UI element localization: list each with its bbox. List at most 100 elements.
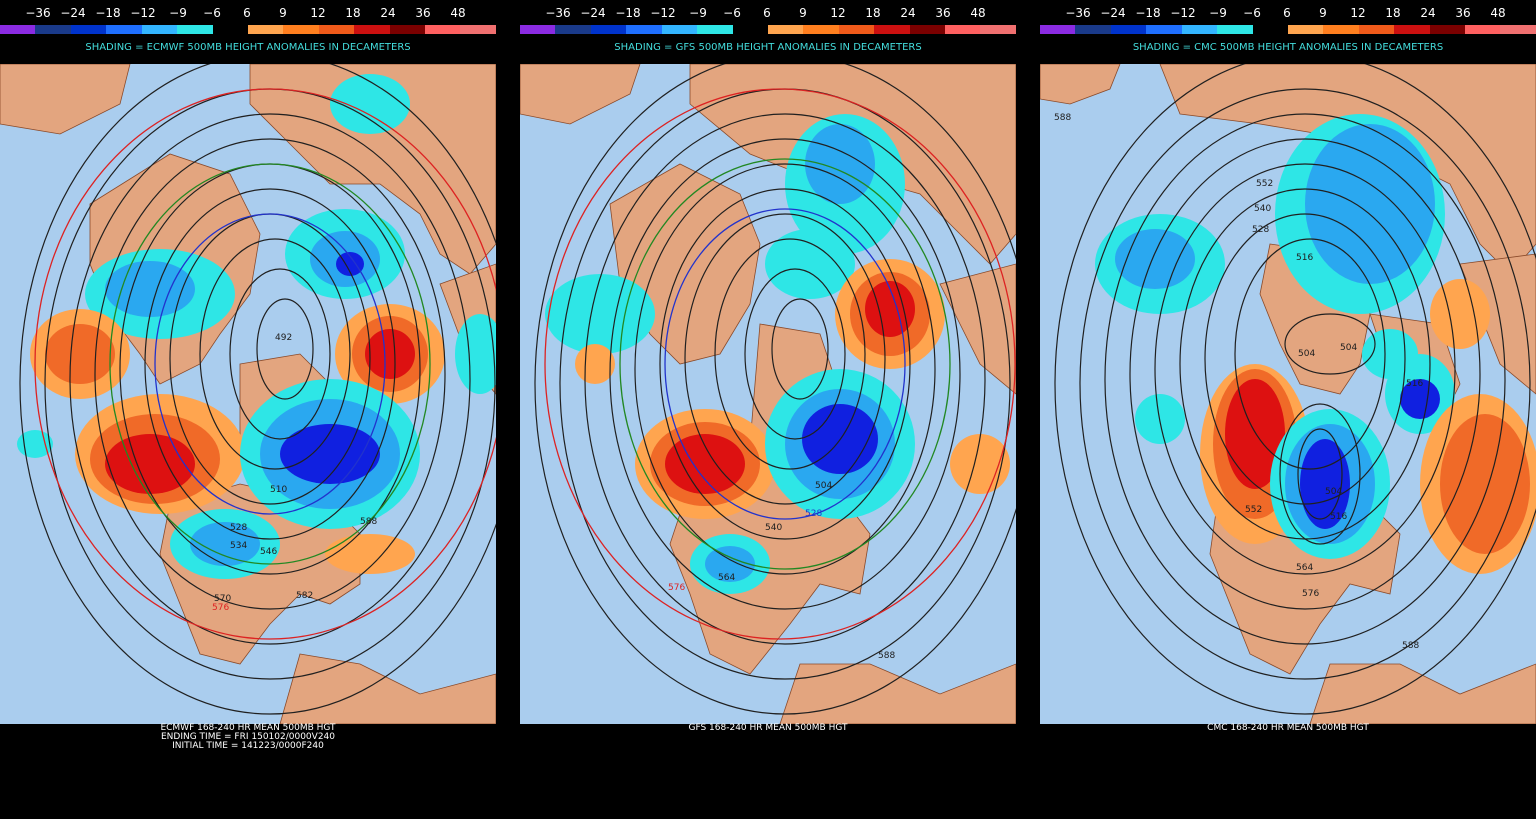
map-ecmwf: 492 510 528 534 546 570 576 582 588	[0, 64, 496, 724]
legend-swatch	[0, 25, 36, 34]
contour-label: 510	[270, 485, 287, 495]
legend-label: 9	[1319, 6, 1327, 20]
contour-label: 504	[815, 481, 832, 491]
legend-swatch	[106, 25, 142, 34]
legend-label: −12	[650, 6, 676, 20]
contour-label: 576	[212, 603, 229, 613]
key-contours	[34, 88, 496, 640]
legend-label: 9	[279, 6, 287, 20]
legend-swatch	[1252, 25, 1288, 34]
legend-label: 9	[799, 6, 807, 20]
legend-label: 24	[1420, 6, 1436, 20]
legend-swatch	[1181, 25, 1218, 34]
contour-label: 504	[1298, 349, 1315, 359]
shading-title: SHADING = GFS 500MB HEIGHT ANOMALIES IN …	[614, 42, 922, 53]
legend-swatch	[70, 25, 107, 34]
anomaly-shading	[545, 114, 1010, 594]
contour-label: 528	[1252, 225, 1269, 235]
contour-label: 588	[360, 517, 377, 527]
contour-label: 588	[1402, 641, 1419, 651]
footer-line: ENDING TIME = FRI 150102/0000V240	[160, 732, 335, 742]
legend-swatch	[1217, 25, 1253, 34]
contour-label: 516	[1296, 253, 1313, 263]
key-contours	[544, 88, 1016, 640]
color-legend-bar	[1040, 25, 1536, 34]
contour-label: 528	[805, 509, 822, 519]
legend-swatch	[1394, 25, 1430, 34]
legend-labels: −36 −24 −18 −12 −9 −6 6 9 12 18 24 36 48	[520, 6, 1016, 22]
legend-label: 24	[900, 6, 916, 20]
height-contours	[534, 64, 1016, 715]
contour-label: 570	[214, 594, 231, 604]
contour-labels: 504 528 540 564 576 588	[668, 481, 895, 661]
legend-swatch	[1429, 25, 1466, 34]
contour-label: 516	[1406, 379, 1423, 389]
color-legend-bar	[0, 25, 496, 34]
contour-labels: 588 552 540 528 516 504 504 516 504 516 …	[1054, 113, 1423, 651]
legend-swatch	[1146, 25, 1182, 34]
legend-swatch	[1287, 25, 1324, 34]
legend-swatch	[1465, 25, 1501, 34]
legend-label: 6	[763, 6, 771, 20]
footer-info: CMC 168-240 HR MEAN 500MB HGT	[1040, 724, 1536, 733]
legend-swatch	[980, 25, 1016, 34]
legend-swatch	[1323, 25, 1359, 34]
legend-label: 6	[1283, 6, 1291, 20]
legend-swatch	[1110, 25, 1147, 34]
legend-swatch	[283, 25, 319, 34]
legend-swatch	[35, 25, 71, 34]
legend-swatch	[141, 25, 178, 34]
contour-label: 504	[1340, 343, 1357, 353]
shading-title: SHADING = ECMWF 500MB HEIGHT ANOMALIES I…	[85, 42, 411, 53]
footer-line: CMC 168-240 HR MEAN 500MB HGT	[1207, 723, 1369, 733]
legend-label: 18	[345, 6, 361, 20]
footer-info: ECMWF 168-240 HR MEAN 500MB HGT ENDING T…	[0, 724, 496, 751]
panel-ecmwf: −36 −24 −18 −12 −9 −6 6 9 12 18 24 36 48…	[0, 0, 496, 819]
legend-label: −36	[25, 6, 51, 20]
contour-label: 540	[1254, 204, 1271, 214]
legend-swatch	[838, 25, 875, 34]
contour-label: 534	[230, 541, 247, 551]
contour-label: 576	[1302, 589, 1319, 599]
legend-label: −18	[1135, 6, 1161, 20]
legend-swatch	[520, 25, 556, 34]
legend-label: 36	[415, 6, 431, 20]
map-cmc: 588 552 540 528 516 504 504 516 504 516 …	[1040, 64, 1536, 724]
legend-swatch	[354, 25, 390, 34]
footer-line: GFS 168-240 HR MEAN 500MB HGT	[688, 723, 848, 733]
color-legend-bar	[520, 25, 1016, 34]
legend-swatch	[945, 25, 981, 34]
contour-labels: 492 510 528 534 546 570 576 582 588	[212, 333, 377, 613]
contour-label: 552	[1256, 179, 1273, 189]
legend-label: −12	[1170, 6, 1196, 20]
legend-labels: −36 −24 −18 −12 −9 −6 6 9 12 18 24 36 48	[0, 6, 496, 22]
legend-label: −36	[1065, 6, 1091, 20]
footer-line: INITIAL TIME = 141223/0000F240	[172, 741, 324, 751]
legend-swatch	[874, 25, 910, 34]
legend-label: −6	[1243, 6, 1261, 20]
contour-label: 564	[718, 573, 735, 583]
legend-swatch	[626, 25, 662, 34]
legend-swatch	[697, 25, 733, 34]
legend-label: 6	[243, 6, 251, 20]
contour-label: 528	[230, 523, 247, 533]
contour-label: 582	[296, 591, 313, 601]
legend-label: −24	[580, 6, 606, 20]
legend-swatch	[389, 25, 426, 34]
legend-swatch	[247, 25, 284, 34]
contour-label: 546	[260, 547, 277, 557]
footer-info: GFS 168-240 HR MEAN 500MB HGT	[520, 724, 1016, 733]
legend-label: −9	[169, 6, 187, 20]
legend-swatch	[803, 25, 839, 34]
contour-label: 516	[1330, 512, 1347, 522]
legend-swatch	[590, 25, 627, 34]
map-canvas: 588 552 540 528 516 504 504 516 504 516 …	[1040, 64, 1536, 724]
legend-label: −9	[1209, 6, 1227, 20]
legend-label: −18	[95, 6, 121, 20]
legend-label: −36	[545, 6, 571, 20]
legend-label: 12	[830, 6, 846, 20]
legend-label: −6	[203, 6, 221, 20]
legend-label: 12	[1350, 6, 1366, 20]
legend-label: 18	[1385, 6, 1401, 20]
contour-label: 492	[275, 333, 292, 343]
